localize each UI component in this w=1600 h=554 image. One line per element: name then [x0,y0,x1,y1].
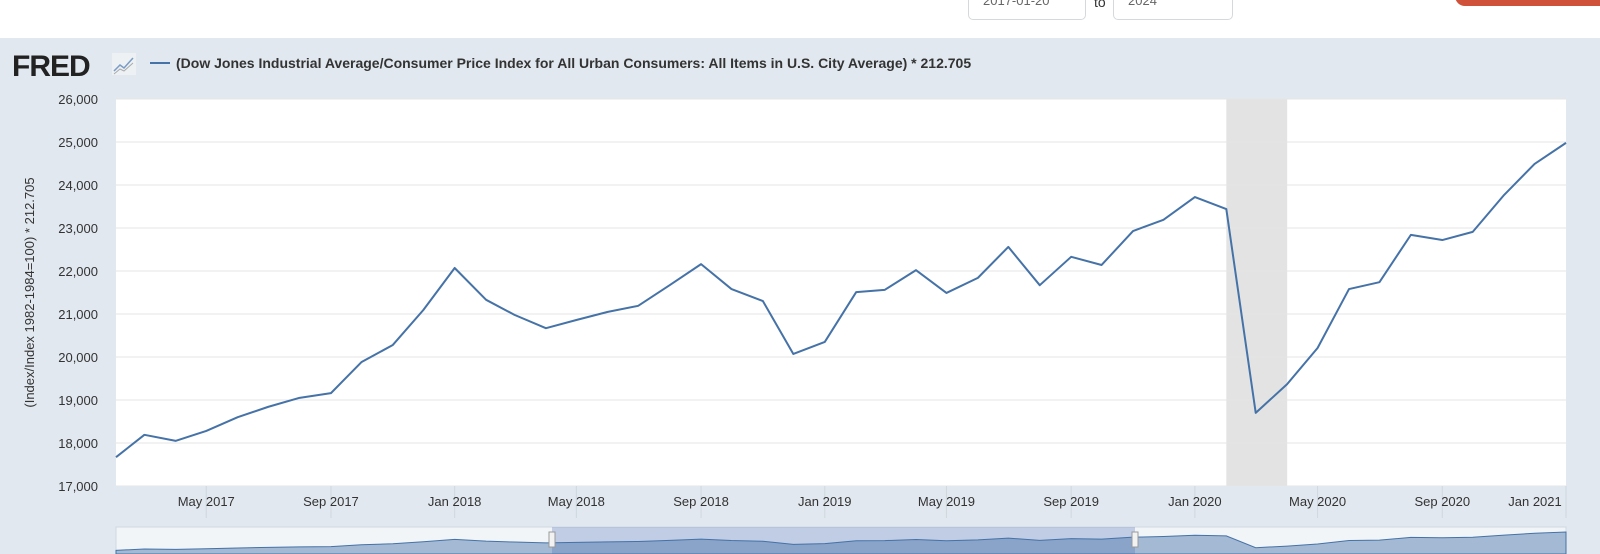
plot-area [116,99,1566,486]
y-tick-label: 24,000 [58,178,98,193]
x-tick-label: Sep 2020 [1414,494,1470,509]
legend-label: (Dow Jones Industrial Average/Consumer P… [176,55,972,71]
y-axis-label: (Index/Index 1982-1984=100) * 212.705 [22,177,37,407]
recession-band [1226,99,1288,486]
x-tick-label: Sep 2018 [673,494,729,509]
y-tick-label: 21,000 [58,307,98,322]
x-axis-band [116,486,1566,526]
series-line [115,142,1567,458]
x-tick-label: Sep 2017 [303,494,359,509]
x-tick-label: May 2020 [1289,494,1346,509]
y-tick-label: 18,000 [58,436,98,451]
x-tick-label: Jan 2019 [798,494,852,509]
x-tick-label: May 2017 [178,494,235,509]
y-tick-label: 20,000 [58,350,98,365]
y-tick-label: 25,000 [58,135,98,150]
y-tick-label: 19,000 [58,393,98,408]
to-label: to [1094,0,1106,10]
chart-line-icon [112,53,136,75]
top-controls: 2017-01-20 to 2024 [0,0,1600,36]
y-tick-label: 17,000 [58,479,98,494]
navigator-handle[interactable] [548,531,556,548]
x-tick-label: May 2018 [548,494,605,509]
navigator-handle[interactable] [1131,531,1139,548]
legend-swatch [150,62,170,64]
fred-logo: FRED [12,50,91,83]
legend: (Dow Jones Industrial Average/Consumer P… [150,55,971,71]
navigator [115,526,1567,554]
y-tick-label: 26,000 [58,92,98,107]
x-tick-label: Jan 2018 [428,494,482,509]
navigator-series [115,531,1567,554]
edit-graph-button[interactable] [1455,0,1600,6]
x-tick-label: Sep 2019 [1043,494,1099,509]
x-tick-label: Jan 2020 [1168,494,1222,509]
y-tick-label: 23,000 [58,221,98,236]
end-date-input[interactable]: 2024 [1113,0,1233,20]
start-date-input[interactable]: 2017-01-20 [968,0,1086,20]
y-tick-label: 22,000 [58,264,98,279]
x-tick-label: Jan 2021 [1508,494,1562,509]
x-tick-label: May 2019 [918,494,975,509]
